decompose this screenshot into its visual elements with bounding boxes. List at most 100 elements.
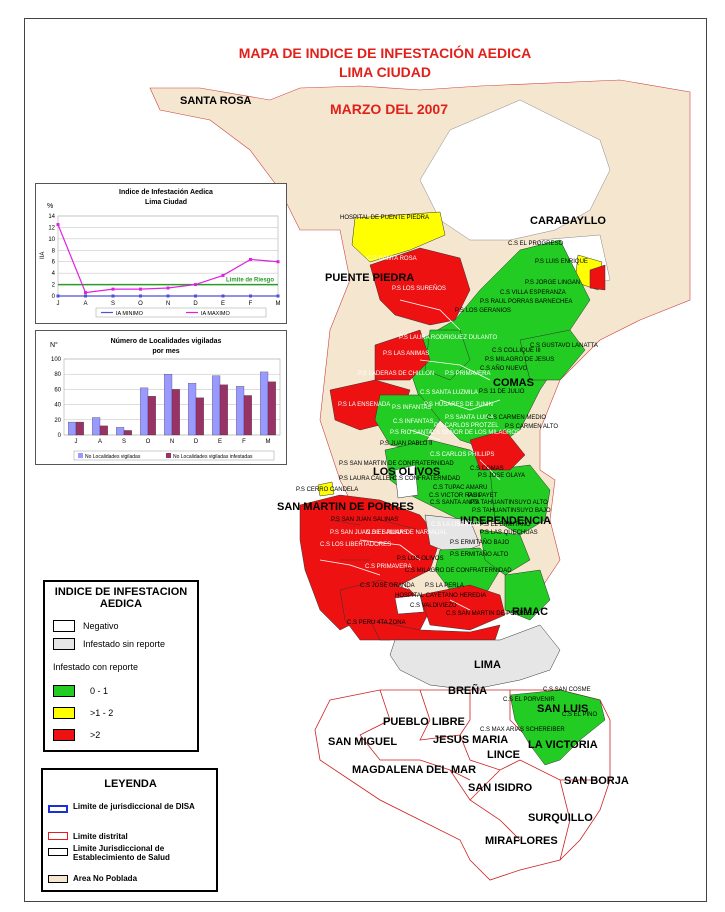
facility-label: C.S EL PINO bbox=[562, 712, 598, 718]
bar-x-tick: F bbox=[242, 439, 246, 445]
facility-label: P.S JORGE LINGAN bbox=[525, 280, 581, 286]
district-brena: BREÑA bbox=[448, 685, 488, 697]
facility-label: C.S EL PROGRESO bbox=[508, 241, 564, 247]
facility-label: C.S CARMEN MEDIO bbox=[487, 415, 547, 421]
line-x-tick: M bbox=[276, 301, 281, 307]
bar-chart-plot: 0 20 40 60 80 100 N° J A S O N D E F M No Localidades vi… bbox=[50, 341, 281, 461]
district-pueblo-libre: PUEBLO LIBRE bbox=[383, 716, 465, 728]
district-san-martin-de-porres: SAN MARTIN DE PORRES bbox=[277, 501, 414, 513]
bar-chart-title: Número de Localidades vigiladas bbox=[110, 338, 222, 345]
facility-label: P.S JUAN PABLO II bbox=[380, 441, 433, 447]
white-area-cayetano bbox=[394, 594, 425, 615]
line-point bbox=[221, 273, 225, 277]
line-y-tick: 12 bbox=[48, 225, 55, 231]
line-point bbox=[221, 294, 225, 298]
line-plot-area bbox=[57, 215, 279, 297]
line-y-tick: 8 bbox=[52, 248, 56, 254]
bar-x-tick: S bbox=[122, 439, 126, 445]
district-la-victoria: LA VICTORIA bbox=[528, 739, 598, 751]
line-point bbox=[111, 294, 115, 298]
facility-label: P.S LOS GERANIOS bbox=[455, 308, 511, 314]
facility-label: P.S CARLOS PROTZEL bbox=[434, 423, 499, 429]
line-y-label: IIA bbox=[40, 252, 46, 259]
bar-1 bbox=[219, 384, 228, 436]
line-point bbox=[84, 294, 87, 298]
facility-label: C.S VICTOR RAUL bbox=[429, 493, 481, 499]
green-area-rimac bbox=[504, 569, 551, 621]
facility-label: P.S SAN JUAN DE SALINAS bbox=[330, 530, 408, 536]
swatch-no-poblada bbox=[48, 875, 68, 883]
line-y-tick: 6 bbox=[52, 260, 56, 266]
lines-legend-title: LEYENDA bbox=[104, 778, 157, 790]
district-lima: LIMA bbox=[474, 659, 501, 671]
white-area-los-olivos bbox=[394, 464, 419, 499]
red-area-collique bbox=[589, 264, 606, 291]
legend-sin-reporte: Infestado sin reporte bbox=[83, 639, 166, 649]
line-x-tick: J bbox=[57, 301, 60, 307]
swatch-distrital bbox=[48, 832, 68, 840]
line-y-tick: 14 bbox=[48, 214, 55, 220]
district-comas: COMAS bbox=[493, 377, 534, 389]
bar-x-tick: O bbox=[146, 439, 151, 445]
threshold-label: Limite de Riesgo bbox=[226, 278, 274, 284]
facility-label: C.S TUPAC AMARU bbox=[433, 485, 488, 491]
bar-x-tick: D bbox=[194, 439, 199, 445]
legend-range-2: >1 - 2 bbox=[90, 708, 114, 718]
line-point bbox=[249, 294, 252, 298]
line-point bbox=[139, 287, 142, 291]
facility-label: P.S LUIS ENRIQUE bbox=[535, 259, 588, 265]
bar-chart-subtitle: por mes bbox=[152, 348, 180, 355]
facility-label: P.S JOSE OLAYA bbox=[478, 473, 526, 479]
line-point bbox=[56, 294, 60, 298]
bar-x-tick: A bbox=[98, 439, 102, 445]
line-point bbox=[139, 294, 142, 298]
bar-x-tick: M bbox=[266, 439, 271, 445]
legend-distrital: Limite distrital bbox=[73, 832, 128, 841]
district-lince: LINCE bbox=[487, 749, 520, 761]
bar-legend-box bbox=[73, 450, 275, 461]
line-x-tick: F bbox=[249, 301, 253, 307]
bar-1 bbox=[147, 396, 156, 436]
facility-label: C.S LA LIBERTAD bbox=[431, 522, 481, 528]
facility-label: C.S PRIMAVERA bbox=[365, 564, 412, 570]
line-legend-box bbox=[95, 307, 267, 318]
district-san-borja: SAN BORJA bbox=[564, 775, 629, 787]
line-point bbox=[276, 260, 280, 264]
green-area-san-luis bbox=[509, 689, 606, 766]
bar-legend-label: No Localidades vigiladas bbox=[85, 454, 141, 460]
line-chart-subtitle: Lima Ciudad bbox=[144, 199, 187, 206]
bar-1 bbox=[171, 389, 180, 436]
line-point bbox=[56, 223, 60, 227]
yellow-area-cerro-candela bbox=[317, 481, 335, 497]
map-subtitle: MARZO DEL 2007 bbox=[330, 101, 448, 117]
green-area-comas-east bbox=[519, 329, 586, 381]
facility-label: C.S SANTA LUZMILA bbox=[420, 390, 478, 396]
facility-label: P.S PAYET bbox=[468, 493, 498, 499]
bar-0 bbox=[164, 374, 173, 436]
facility-label: P.S LOS SUREÑOS bbox=[392, 286, 446, 292]
district-rimac: RIMAC bbox=[512, 606, 549, 618]
legend-con-reporte: Infestado con reporte bbox=[53, 662, 139, 672]
bar-y-tick: 60 bbox=[54, 387, 61, 393]
line-point bbox=[166, 294, 170, 298]
legend-disa: Limite de jurisdiccional de DISA bbox=[73, 802, 195, 811]
bar-y-tick: 100 bbox=[51, 357, 62, 363]
facility-label: P.S INFANTAS bbox=[392, 405, 432, 411]
bar-1 bbox=[123, 430, 132, 436]
facility-label: P.S EL ERMITAÑO bbox=[480, 522, 531, 528]
facility-label: P.S LA PERLA bbox=[425, 583, 464, 589]
line-x-tick: O bbox=[138, 301, 143, 307]
iia-legend: INDICE DE INFESTACION AEDICA Negativo In… bbox=[43, 580, 199, 752]
bar-x-tick: N bbox=[170, 439, 174, 445]
bar-legend-label: No Localidades vigiladas infestadas bbox=[173, 454, 253, 460]
facility-label: C.S GUSTAVO LANATTA bbox=[530, 343, 598, 349]
line-point bbox=[166, 286, 170, 290]
facility-label: P.S LAS ANIMAS bbox=[383, 351, 430, 357]
bar-1 bbox=[195, 397, 204, 436]
facility-label: P.S RAUL PORRAS BARNECHEA bbox=[480, 299, 573, 305]
legend-no-poblada: Area No Poblada bbox=[73, 874, 138, 883]
facility-label: P.S CERRO CANDELA bbox=[296, 487, 359, 493]
legend-range-1: 0 - 1 bbox=[90, 686, 109, 696]
line-unit-label: % bbox=[47, 203, 53, 210]
